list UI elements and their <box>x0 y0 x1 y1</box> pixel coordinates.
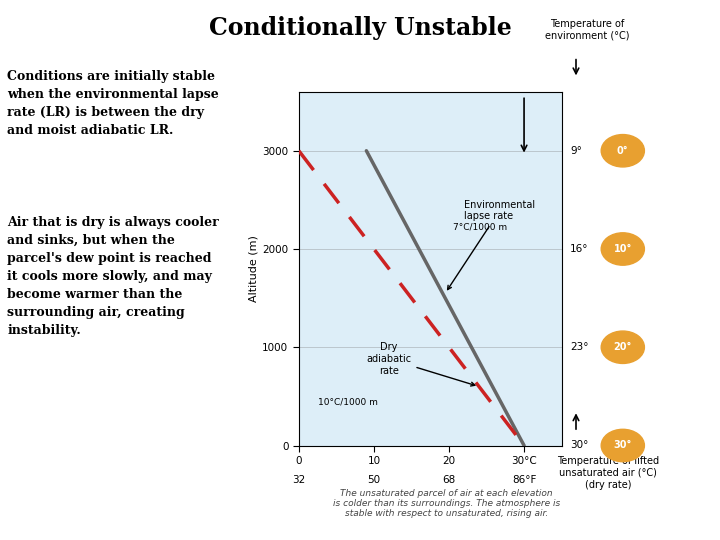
Text: 30°: 30° <box>613 441 632 450</box>
Text: 30°: 30° <box>570 441 589 450</box>
Text: Environmental
lapse rate: Environmental lapse rate <box>448 200 535 289</box>
Text: 10°C/1000 m: 10°C/1000 m <box>318 397 377 406</box>
Text: 7°C/1000 m: 7°C/1000 m <box>453 222 507 231</box>
Text: 0°: 0° <box>617 146 629 156</box>
Text: 23°: 23° <box>570 342 589 352</box>
Text: 32: 32 <box>292 475 305 485</box>
Text: 16°: 16° <box>570 244 589 254</box>
Text: Dry
adiabatic
rate: Dry adiabatic rate <box>366 342 475 386</box>
Text: 50: 50 <box>367 475 380 485</box>
Text: Temperature of lifted
unsaturated air (°C)
(dry rate): Temperature of lifted unsaturated air (°… <box>557 456 660 489</box>
Text: The unsaturated parcel of air at each elevation
is colder than its surroundings.: The unsaturated parcel of air at each el… <box>333 489 560 518</box>
Text: 86°F: 86°F <box>512 475 536 485</box>
Text: 9°: 9° <box>570 146 582 156</box>
Text: Conditions are initially stable
when the environmental lapse
rate (LR) is betwee: Conditions are initially stable when the… <box>7 70 219 137</box>
Y-axis label: Altitude (m): Altitude (m) <box>248 235 258 302</box>
Text: 68: 68 <box>442 475 456 485</box>
Text: 20°: 20° <box>613 342 632 352</box>
Text: Air that is dry is always cooler
and sinks, but when the
parcel's dew point is r: Air that is dry is always cooler and sin… <box>7 216 219 337</box>
Text: Temperature of
environment (°C): Temperature of environment (°C) <box>544 19 629 40</box>
Text: 10°: 10° <box>613 244 632 254</box>
Text: Conditionally Unstable: Conditionally Unstable <box>209 16 511 40</box>
